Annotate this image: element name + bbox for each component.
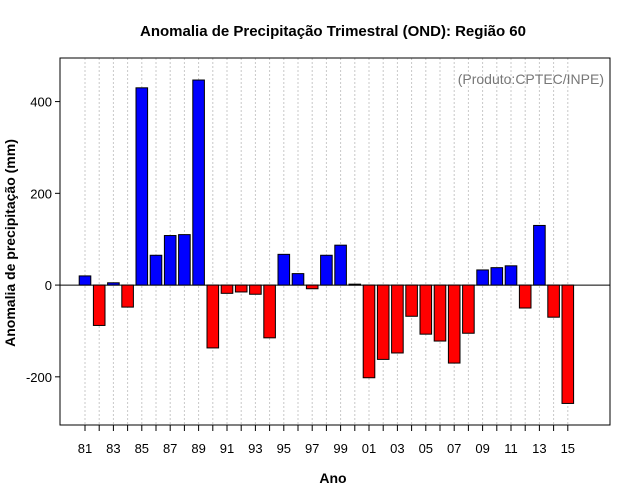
bar [135,87,149,286]
bar [433,284,447,342]
x-tick-label: 99 [333,441,347,456]
credit-annotation: (Produto:CPTEC/INPE) [458,71,604,87]
x-tick-label: 07 [447,441,461,456]
x-tick-label: 85 [135,441,149,456]
y-tick-label: -200 [26,370,52,385]
x-tick-label: 91 [220,441,234,456]
bar [92,284,106,326]
x-tick-label: 97 [305,441,319,456]
bar [405,284,418,317]
bar [249,284,262,295]
bar [149,254,163,286]
bar [490,267,504,286]
bar [277,253,291,286]
bars [78,79,575,404]
plot-frame [59,57,611,426]
bar [348,283,362,286]
bar [447,284,461,364]
bar [320,254,333,286]
y-tick-label: 0 [45,278,52,293]
bar [561,284,575,404]
x-tick-label: 05 [419,441,433,456]
bar [220,284,234,294]
x-tick-label: 09 [475,441,489,456]
bar [163,235,177,286]
bar [206,284,220,349]
x-tick-label: 01 [362,441,376,456]
bar [178,234,191,286]
bar [107,282,120,286]
bar [78,275,92,286]
bar [192,79,205,286]
x-tick-label: 89 [191,441,205,456]
y-axis: -200 0 200 400 [26,95,60,385]
x-tick-label: 81 [78,441,92,456]
bar [419,284,433,335]
x-tick-label: 03 [390,441,404,456]
bar [518,284,532,309]
bar [504,265,518,286]
bar [121,284,134,308]
bar [234,284,248,293]
bar [305,284,319,290]
x-tick-label: 83 [106,441,120,456]
bar [533,224,546,286]
bar [376,284,390,360]
bar [391,284,404,354]
x-tick-label: 87 [163,441,177,456]
bar [462,284,475,334]
x-tick-label: 95 [277,441,291,456]
chart-title: Anomalia de Precipitação Trimestral (OND… [140,23,526,40]
y-axis-label: Anomalia de precipitação (mm) [2,139,18,347]
x-tick-label: 15 [561,441,575,456]
bar [476,269,489,286]
grid-lines [84,58,569,425]
bar [291,273,305,286]
bar [263,284,276,339]
y-tick-label: 200 [30,186,52,201]
x-tick-label: 11 [504,441,518,456]
x-tick-label: 13 [532,441,546,456]
x-axis-label: Ano [319,470,346,486]
bar [362,284,376,379]
bar [334,244,347,286]
x-tick-label: 93 [248,441,262,456]
y-tick-label: 400 [30,95,52,110]
x-axis: 81 83 85 87 89 91 93 95 97 99 01 03 05 07 09 11 13 15 [78,425,575,456]
bar [547,284,560,318]
